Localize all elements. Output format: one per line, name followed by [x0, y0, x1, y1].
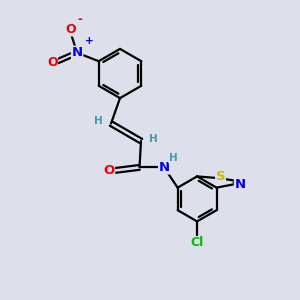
Text: O: O	[66, 23, 76, 36]
Text: N: N	[71, 46, 83, 59]
Text: O: O	[103, 164, 115, 177]
Text: N: N	[158, 161, 170, 174]
Text: O: O	[47, 56, 58, 69]
Text: S: S	[216, 170, 225, 183]
Text: H: H	[94, 116, 103, 126]
Text: -: -	[78, 13, 82, 26]
Text: Cl: Cl	[190, 236, 204, 250]
Text: +: +	[85, 36, 93, 46]
Text: N: N	[234, 178, 245, 190]
Text: H: H	[169, 153, 178, 163]
Text: H: H	[149, 134, 158, 144]
